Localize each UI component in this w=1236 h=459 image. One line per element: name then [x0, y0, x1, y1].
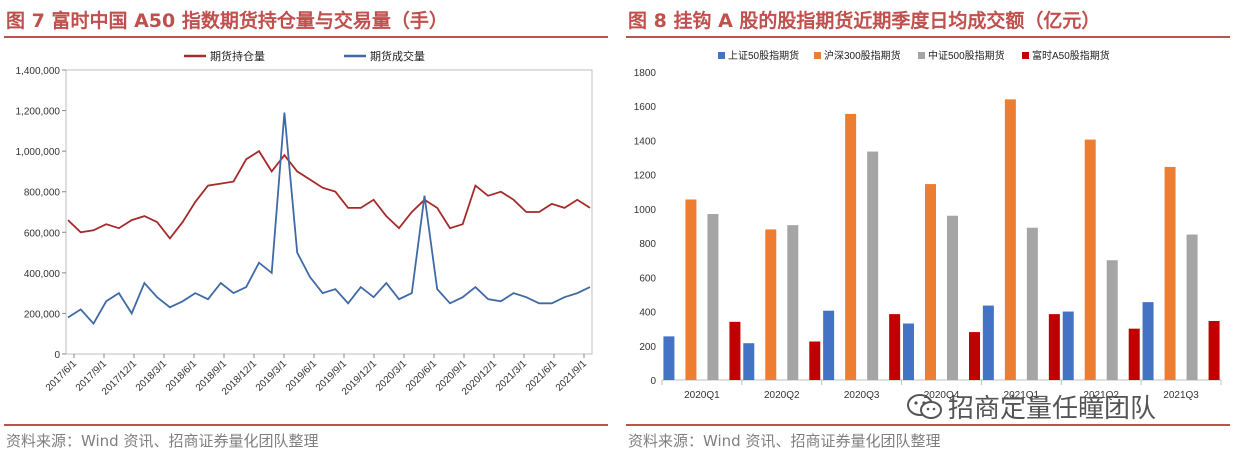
bar	[1004, 99, 1016, 380]
quarterly-turnover-chart: 0 200 400 600 800 1000 1200 1400 1600 1800 2020Q1 2…	[626, 44, 1230, 424]
y-tick-label: 1,400,000	[16, 66, 61, 77]
y-tick-label: 400,000	[24, 269, 61, 280]
y-tick-label: 1200	[634, 171, 657, 182]
x-tick-label: 2020Q3	[844, 390, 880, 401]
bar	[663, 336, 675, 380]
legend-label: 上证50股指期货	[728, 49, 799, 62]
x-tick-label: 2019/3/1	[254, 358, 290, 394]
right-source-note: 资料来源：Wind 资讯、招商证券量化团队整理	[628, 432, 941, 450]
x-tick-label: 2021Q1	[1004, 390, 1040, 401]
legend-label: 富时A50股指期货	[1032, 49, 1110, 62]
y-tick-label: 200,000	[24, 309, 61, 320]
y-tick-label: 0	[54, 350, 60, 361]
bar	[947, 215, 958, 380]
y-tick-label: 1400	[634, 136, 657, 147]
bar	[1142, 302, 1154, 380]
legend-label: 沪深300股指期货	[824, 49, 901, 62]
volume-line	[67, 112, 591, 326]
x-tick-label: 2021/6/1	[524, 358, 560, 394]
x-tick-label: 2019/6/1	[284, 358, 320, 394]
watermark-text: 招商定量任瞳团队	[948, 394, 1157, 424]
bar	[889, 314, 901, 380]
x-tick-label: 2018/6/1	[164, 358, 200, 394]
legend-label: 期货成交量	[370, 49, 425, 63]
bar	[867, 151, 879, 380]
x-tick-label: 2021Q2	[1083, 390, 1119, 401]
y-tick-label: 800	[639, 239, 656, 250]
bar	[845, 113, 857, 380]
bar	[1062, 311, 1074, 380]
y-tick-label: 1800	[634, 68, 657, 79]
x-tick-label: 2018/3/1	[134, 358, 170, 394]
bar	[1164, 166, 1176, 380]
legend-swatch	[814, 52, 821, 59]
x-tick-label: 2021/9/1	[554, 358, 590, 394]
legend-label: 中证500股指期货	[928, 49, 1005, 62]
bar	[823, 310, 835, 380]
bar	[982, 305, 994, 380]
y-tick-label: 600	[639, 273, 656, 284]
y-tick-label: 600,000	[24, 228, 61, 239]
y-tick-label: 200	[639, 342, 656, 353]
y-tick-label: 1600	[634, 102, 657, 113]
bar	[925, 184, 936, 380]
x-tick-label: 2020Q4	[924, 390, 960, 401]
bar	[1208, 320, 1220, 380]
left-chart-title: 图 7 富时中国 A50 指数期货持仓量与交易量（手）	[6, 10, 448, 32]
bar	[1084, 139, 1096, 380]
legend-swatch	[718, 52, 725, 59]
x-tick-label: 2020Q1	[684, 390, 720, 401]
bar	[729, 321, 741, 380]
bar	[903, 323, 914, 380]
y-tick-label: 0	[650, 376, 656, 387]
plot-frame	[65, 69, 593, 355]
x-tick-label: 2021Q3	[1163, 390, 1199, 401]
bar	[765, 229, 777, 380]
y-tick-label: 400	[639, 308, 656, 319]
bar	[1026, 227, 1038, 380]
x-tick-label: 2021/3/1	[494, 358, 530, 394]
bar	[1128, 328, 1140, 380]
left-source-note: 资料来源：Wind 资讯、招商证券量化团队整理	[6, 432, 319, 450]
open-interest-line	[67, 149, 591, 240]
left-title-rule	[4, 36, 608, 38]
line-chart-svg: 0 200,000 400,000 600,000 800,000 1,000,000 1,…	[16, 49, 593, 398]
right-chart-title: 图 8 挂钩 A 股的股指期货近期季度日均成交额（亿元）	[628, 10, 1101, 32]
y-tick-label: 800,000	[24, 188, 61, 199]
y-tick-label: 1,200,000	[16, 107, 61, 118]
bar	[1048, 314, 1060, 380]
wechat-icon	[907, 394, 942, 419]
x-tick-label: 2017/6/1	[44, 358, 80, 394]
left-bottom-rule	[4, 424, 608, 426]
x-tick-label: 2020Q2	[764, 390, 800, 401]
bar	[707, 214, 719, 380]
x-tick-label: 2020/3/1	[374, 358, 410, 394]
bar	[1106, 260, 1118, 380]
bar	[685, 199, 697, 380]
bar	[1186, 234, 1198, 380]
x-tick-label: 2020/6/1	[404, 358, 440, 394]
y-tick-label: 1,000,000	[16, 147, 61, 158]
bar	[809, 341, 821, 380]
bar	[787, 225, 799, 380]
bar-chart-svg: 0 200 400 600 800 1000 1200 1400 1600 1800 2020Q1 2…	[634, 49, 1222, 401]
legend-swatch	[1022, 52, 1029, 59]
right-title-rule	[626, 36, 1230, 38]
open-interest-volume-chart: 0 200,000 400,000 600,000 800,000 1,000,000 1,…	[4, 44, 608, 424]
legend-label: 期货持仓量	[210, 49, 265, 63]
bar	[969, 332, 980, 380]
right-bottom-rule	[626, 424, 1230, 426]
y-tick-label: 1000	[634, 205, 657, 216]
legend-swatch	[918, 52, 925, 59]
bar	[743, 343, 755, 380]
